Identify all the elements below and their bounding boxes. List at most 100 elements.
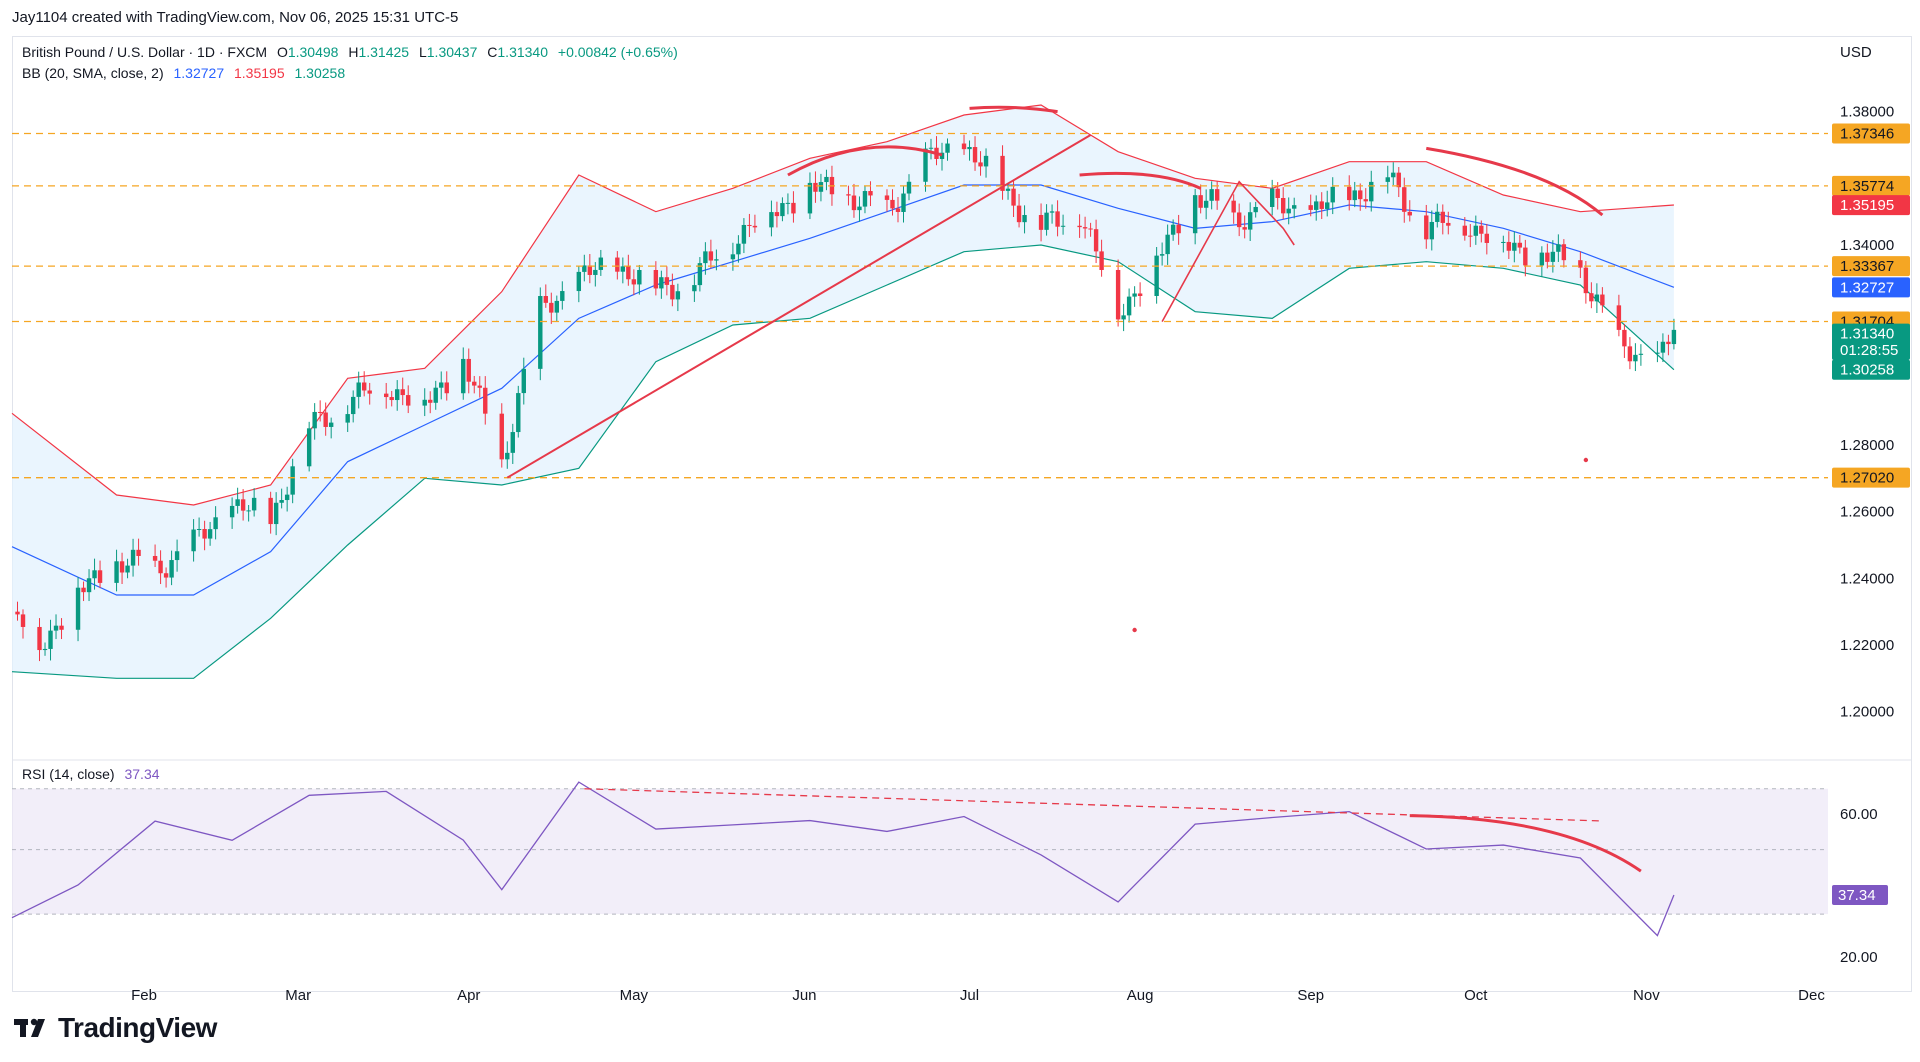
candle-body [807, 182, 813, 214]
candle-body [1044, 212, 1049, 230]
candle-body [174, 551, 180, 561]
candle-body [279, 500, 284, 503]
candle-body [1600, 294, 1605, 306]
candle-body [1060, 225, 1066, 227]
candle-body [1391, 172, 1396, 178]
bb-lower-value: 1.30258 [294, 65, 346, 81]
candle-body [1671, 329, 1677, 345]
candle-body [152, 555, 158, 561]
candle-body [37, 626, 42, 651]
candle-body [75, 587, 81, 630]
candle-body [306, 428, 312, 467]
candle-body [158, 560, 163, 574]
time-axis-tick: Aug [1127, 987, 1154, 1004]
candle-body [708, 251, 714, 261]
low-key: L [418, 44, 427, 60]
candle-body [130, 549, 136, 566]
candle-body [1435, 211, 1440, 222]
candle-body [1170, 224, 1176, 235]
candle-body [1589, 293, 1594, 302]
time-axis-tick: Apr [457, 987, 480, 1004]
candle-body [406, 395, 411, 406]
candle-body [1501, 241, 1506, 243]
creator-line: Jay1104 created with TradingView.com, No… [12, 9, 459, 26]
candle-body [1082, 227, 1088, 229]
tradingview-logo-icon [14, 1018, 45, 1037]
rsi-axis-tick: 20.00 [1840, 949, 1878, 966]
candle-body [1325, 202, 1330, 209]
bb-label[interactable]: BB (20, SMA, close, 2) [22, 65, 164, 81]
symbol-title[interactable]: British Pound / U.S. Dollar · 1D · FXCM [22, 44, 268, 60]
price-axis-tick: 1.26000 [1840, 504, 1894, 521]
candle-body [163, 573, 169, 578]
candle-body [235, 499, 240, 506]
time-axis-tick: Nov [1633, 987, 1660, 1004]
level-badge [1832, 175, 1910, 196]
candle-body [202, 529, 207, 539]
candle-body [1214, 189, 1220, 201]
candle-body [1203, 200, 1209, 208]
arc-drawing [969, 105, 1058, 114]
rsi-legend[interactable]: RSI (14, close) 37.34 [22, 766, 166, 782]
candle-body [1446, 222, 1451, 226]
time-axis-tick: Feb [131, 987, 157, 1004]
candle-body [846, 194, 851, 196]
candle-body [284, 494, 290, 501]
candle-body [582, 265, 587, 272]
candle-body [664, 277, 670, 285]
bb-basis-line [11, 184, 1675, 596]
candle-body [961, 143, 967, 150]
candle-body [1038, 214, 1044, 230]
candle-body [1479, 225, 1484, 234]
candle-body [1506, 241, 1512, 251]
currency-label[interactable]: USD [1840, 44, 1872, 61]
candle-body [317, 411, 323, 413]
candle-body [1539, 252, 1545, 266]
candle-body [1055, 211, 1060, 227]
candle-body [730, 254, 736, 260]
rsi-label[interactable]: RSI (14, close) [22, 766, 115, 782]
candle-body [273, 502, 279, 525]
candle-body [1269, 188, 1275, 207]
candle-body [923, 148, 928, 182]
candle-body [1077, 225, 1082, 228]
level-badge-text: 1.27020 [1840, 470, 1894, 487]
candle-body [615, 257, 620, 272]
time-axis-tick: Sep [1297, 987, 1324, 1004]
arc-drawing [1426, 146, 1604, 217]
rsi-arc-drawing [1409, 814, 1642, 873]
candle-body [1660, 341, 1666, 353]
candle-body [972, 147, 978, 163]
candle-body [560, 291, 565, 301]
candle-body [736, 243, 741, 255]
candle-body [862, 191, 868, 207]
candle-body [978, 162, 983, 167]
candle-body [741, 224, 747, 244]
candle-body [290, 466, 295, 495]
candle-body [587, 265, 593, 275]
candle-body [42, 648, 48, 651]
candle-body [97, 570, 103, 583]
candle-body [1550, 251, 1556, 262]
bb-legend[interactable]: BB (20, SMA, close, 2) 1.32727 1.35195 1… [22, 65, 351, 81]
candle-body [169, 560, 174, 578]
candle-body [229, 505, 235, 518]
candle-body [554, 300, 559, 313]
symbol-legend[interactable]: British Pound / U.S. Dollar · 1D · FXCM … [22, 44, 684, 60]
candle-body [384, 393, 389, 398]
bb-basis-value: 1.32727 [173, 65, 225, 81]
candle-body [1000, 155, 1005, 191]
candle-body [400, 389, 405, 396]
candle-body [1115, 269, 1121, 320]
candle-body [361, 382, 367, 391]
candle-body [246, 510, 251, 512]
candle-body [945, 143, 950, 153]
candle-body [1242, 227, 1247, 230]
candle-body [1093, 229, 1099, 252]
candle-body [444, 382, 449, 394]
candle-body [785, 202, 791, 204]
tradingview-logo[interactable]: TradingView [14, 1012, 217, 1044]
candle-body [1369, 181, 1374, 202]
high-value: 1.31425 [358, 44, 410, 60]
